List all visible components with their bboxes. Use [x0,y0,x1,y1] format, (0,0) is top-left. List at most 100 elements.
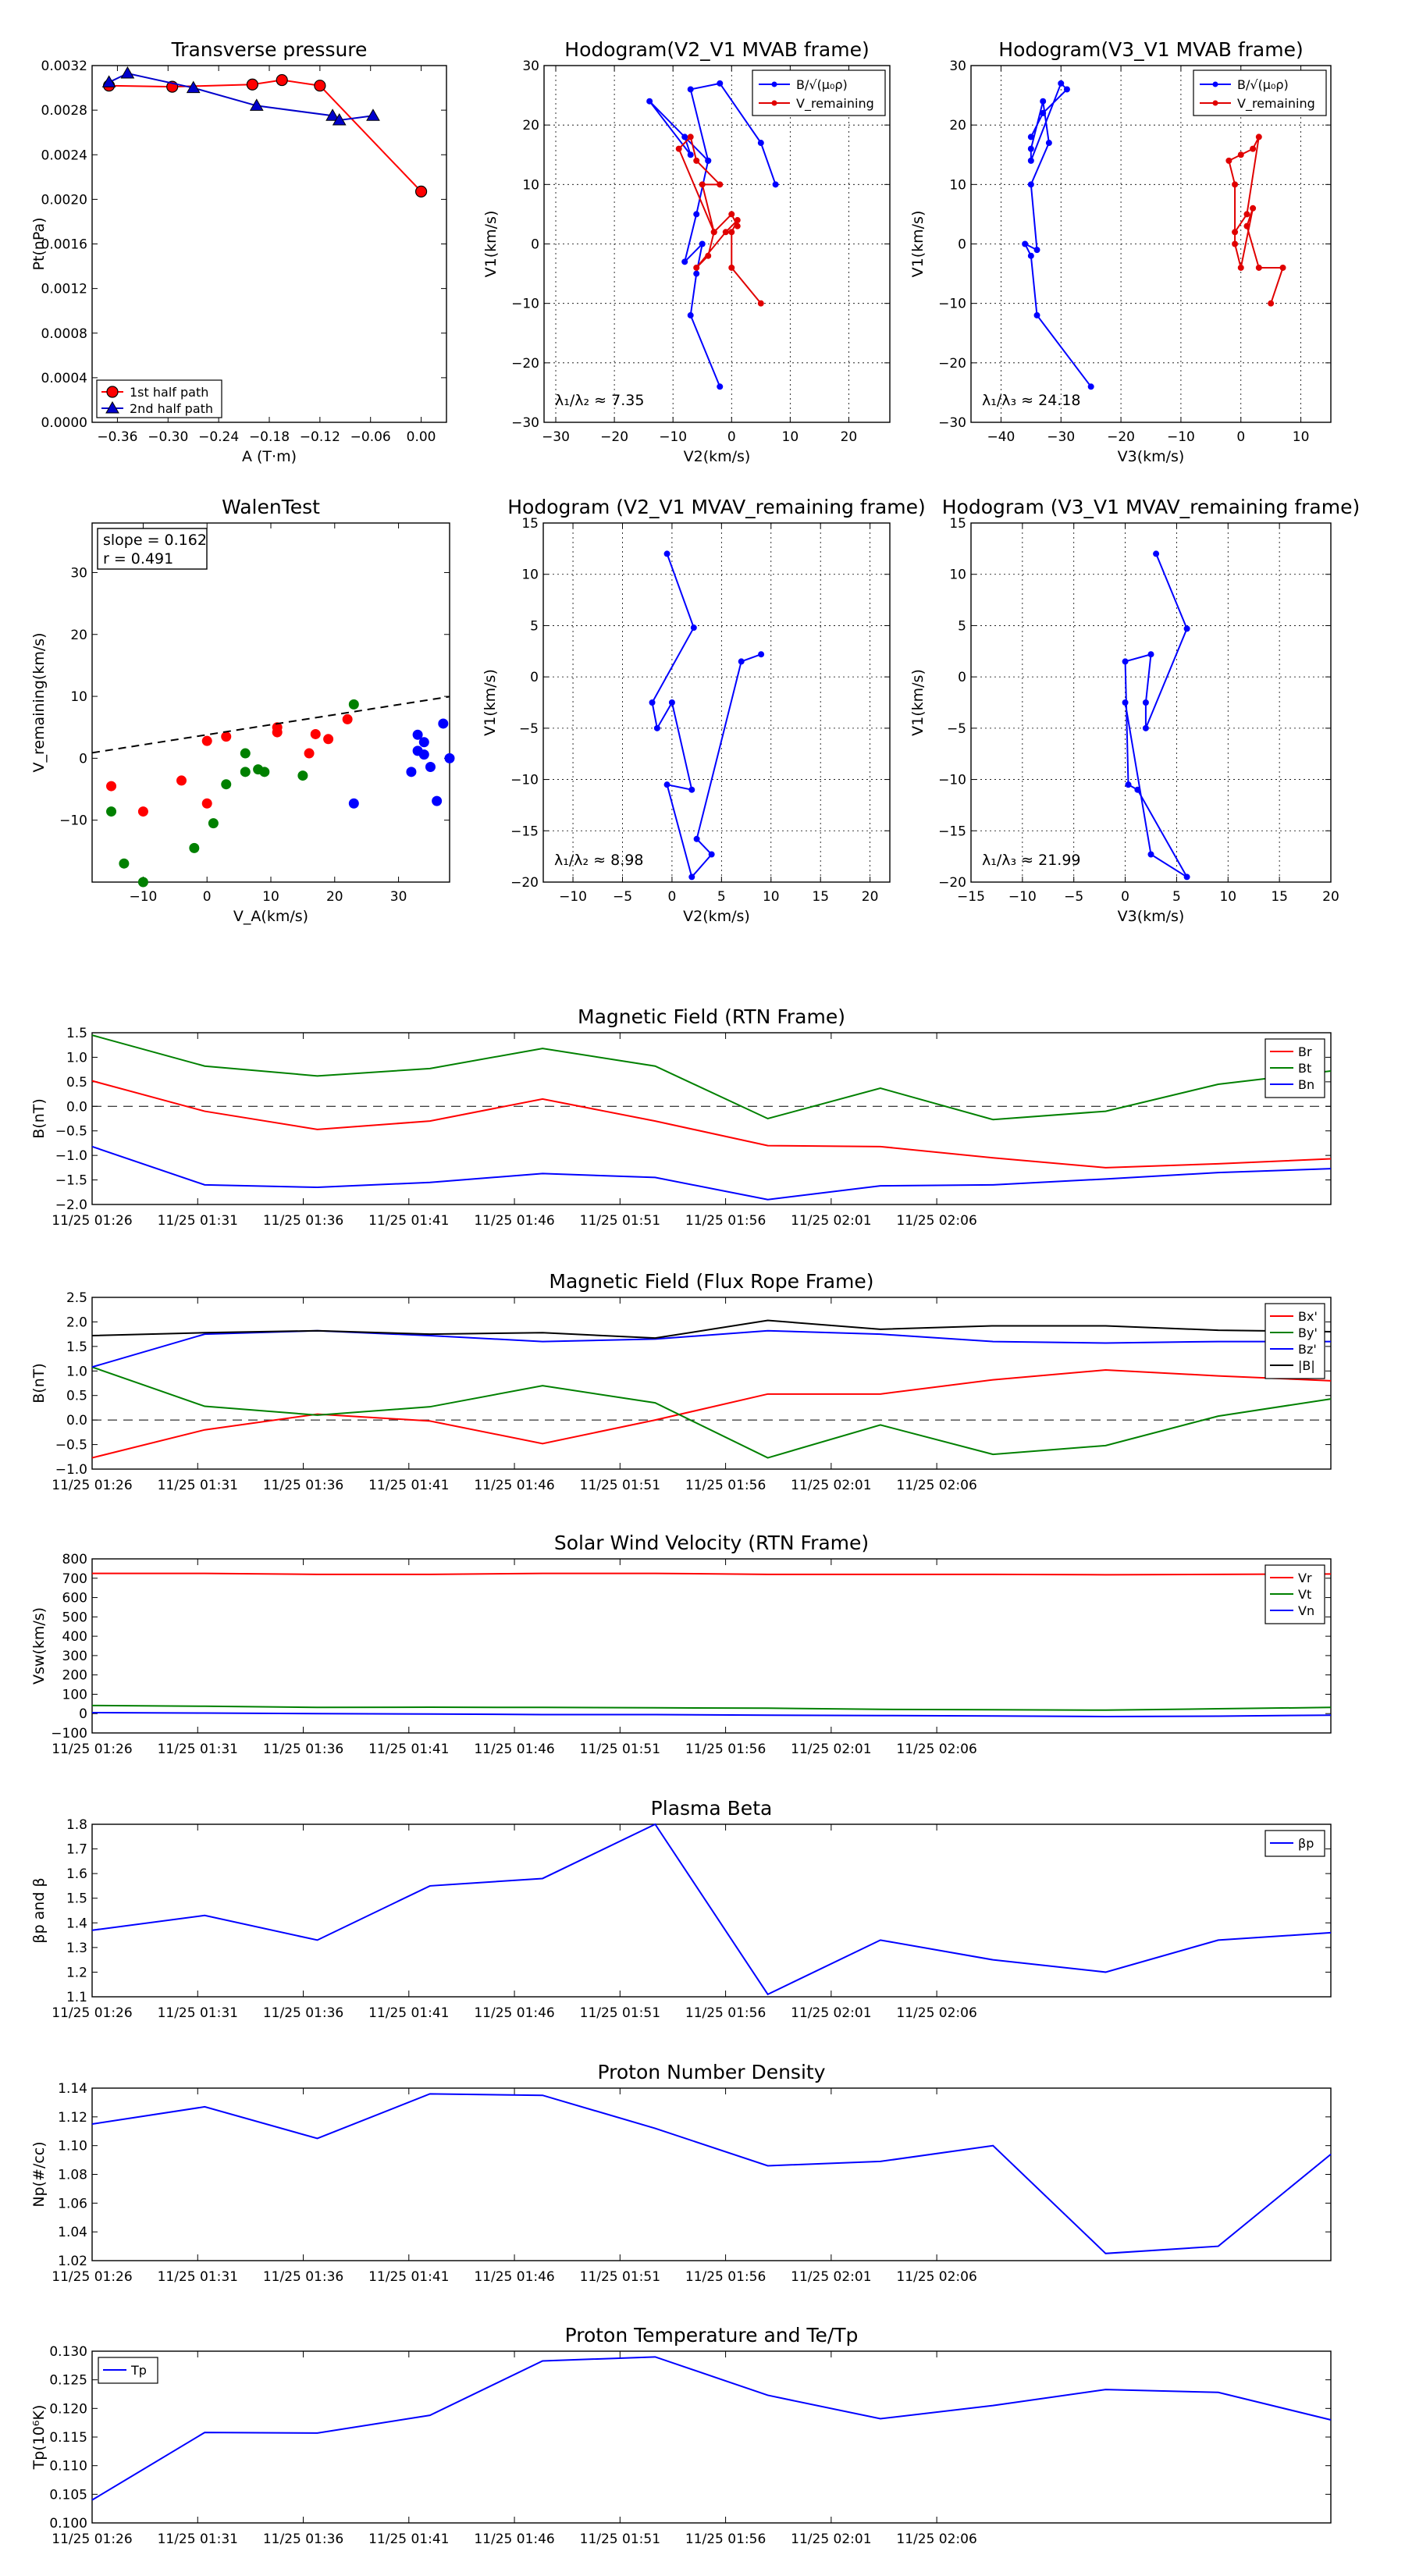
time-tick-label: 11/25 01:56 [685,2005,766,2021]
scatter-point [208,818,219,829]
y-tick-label: 200 [62,1668,87,1684]
time-tick-label: 11/25 01:26 [52,1478,132,1493]
x-tick-label: −0.06 [350,429,391,445]
data-point [1250,145,1257,152]
time-tick-label: 11/25 01:41 [368,1213,449,1229]
y-tick-label: 30 [70,565,87,581]
y-tick-label: 0 [530,670,539,685]
time-tick-label: 11/25 01:46 [474,1478,554,1493]
series-line-0 [108,79,422,193]
data-point [772,181,779,188]
y-tick-label: 1.10 [58,2139,87,2154]
y-tick-label: 1.2 [66,1965,87,1980]
legend-label: V_remaining [796,96,874,112]
y-tick-label: 2.5 [66,1290,87,1306]
data-point [1243,222,1250,229]
x-tick-label: −10 [559,889,587,905]
data-point [120,66,135,79]
y-tick-label: −10 [938,297,966,312]
data-point [687,311,694,318]
y-tick-label: 2.0 [66,1315,87,1330]
data-point [186,80,201,94]
y-axis-label: V1(km/s) [482,669,499,736]
scatter-point [176,775,187,786]
chart-mfflux: Magnetic Field (Flux Rope Frame) 11/25 01… [30,1270,1332,1493]
data-point [1027,181,1034,188]
data-point [1255,264,1262,271]
scatter-point [425,761,436,772]
scatter-point [240,767,251,777]
chart-tp2: Proton Temperature and Te/Tp 11/25 01:26 1… [30,2324,1332,2547]
data-point [1045,140,1052,147]
y-tick-label: 0.0 [66,1099,87,1115]
scatter-point [348,798,359,809]
time-tick-label: 11/25 01:46 [474,2269,554,2285]
y-tick-label: 20 [949,118,966,133]
data-point [668,699,675,706]
series-line-1 [91,1704,1332,1711]
data-point [1268,300,1275,307]
y-tick-label: −0.5 [55,1438,87,1453]
time-tick-label: 11/25 01:26 [52,2005,132,2021]
data-point [705,157,712,164]
scatter-point [438,718,449,729]
y-tick-label: 10 [522,177,539,193]
y-tick-label: 0.0024 [41,148,87,163]
time-tick-label: 11/25 02:01 [791,1742,871,1757]
scatter-point [342,713,353,724]
scatter-point [272,722,283,733]
data-point [758,651,765,658]
data-point [249,98,264,111]
scatter-point [221,731,232,742]
plot-frame [970,522,1332,883]
data-point [722,229,729,236]
chart-title: Hodogram (V2_V1 MVAV_remaining frame) [507,496,926,518]
data-point [1147,851,1154,858]
time-tick-label: 11/25 01:56 [685,1478,766,1493]
time-tick-label: 11/25 01:46 [474,2005,554,2021]
y-tick-label: −10 [938,773,966,788]
chart-title: Transverse pressure [171,38,368,61]
x-tick-label: −10 [1008,889,1037,905]
y-tick-label: 1.06 [58,2196,87,2211]
y-tick-label: 700 [62,1571,87,1587]
data-point [717,181,724,188]
data-point [1033,311,1040,318]
y-tick-label: −5 [947,721,966,737]
legend-label: B/√(μ₀ρ) [1237,77,1289,92]
scatter-point [444,753,455,763]
x-tick-label: 10 [763,889,780,905]
scatter-point [310,728,321,739]
legend-label: V_remaining [1237,96,1315,112]
data-point [1058,80,1065,87]
series-line-2 [91,1711,1332,1717]
scatter-point [432,795,443,806]
y-tick-label: 5 [958,618,966,634]
y-tick-label: 1.5 [66,1891,87,1907]
data-point [1183,625,1190,632]
data-point [690,624,697,632]
data-point [1147,651,1154,658]
x-tick-label: 15 [1271,889,1288,905]
time-tick-label: 11/25 01:41 [368,1478,449,1493]
chart-title: Solar Wind Velocity (RTN Frame) [554,1532,869,1554]
y-tick-label: 1.12 [58,2110,87,2126]
plot-frame [91,2350,1332,2524]
y-axis-label: V1(km/s) [909,669,927,736]
data-point [1122,699,1129,706]
legend-box [1193,69,1327,116]
plot-frame [91,1032,1332,1205]
time-tick-label: 11/25 01:51 [580,2005,660,2021]
x-tick-label: 0 [203,889,212,905]
y-tick-label: 1.4 [66,1916,87,1931]
y-tick-label: 15 [949,516,966,532]
y-tick-label: 0.0032 [41,59,87,74]
data-point [705,252,712,259]
x-tick-label: −10 [1167,429,1195,445]
time-tick-label: 11/25 02:06 [896,1213,976,1229]
y-tick-label: 1.6 [66,1866,87,1882]
y-tick-label: 0.5 [66,1075,87,1091]
legend-marker [771,81,777,87]
y-tick-label: 1.1 [66,1990,87,2005]
chart-mfrtn: Magnetic Field (RTN Frame) 11/25 01:26 11/… [30,1005,1332,1229]
